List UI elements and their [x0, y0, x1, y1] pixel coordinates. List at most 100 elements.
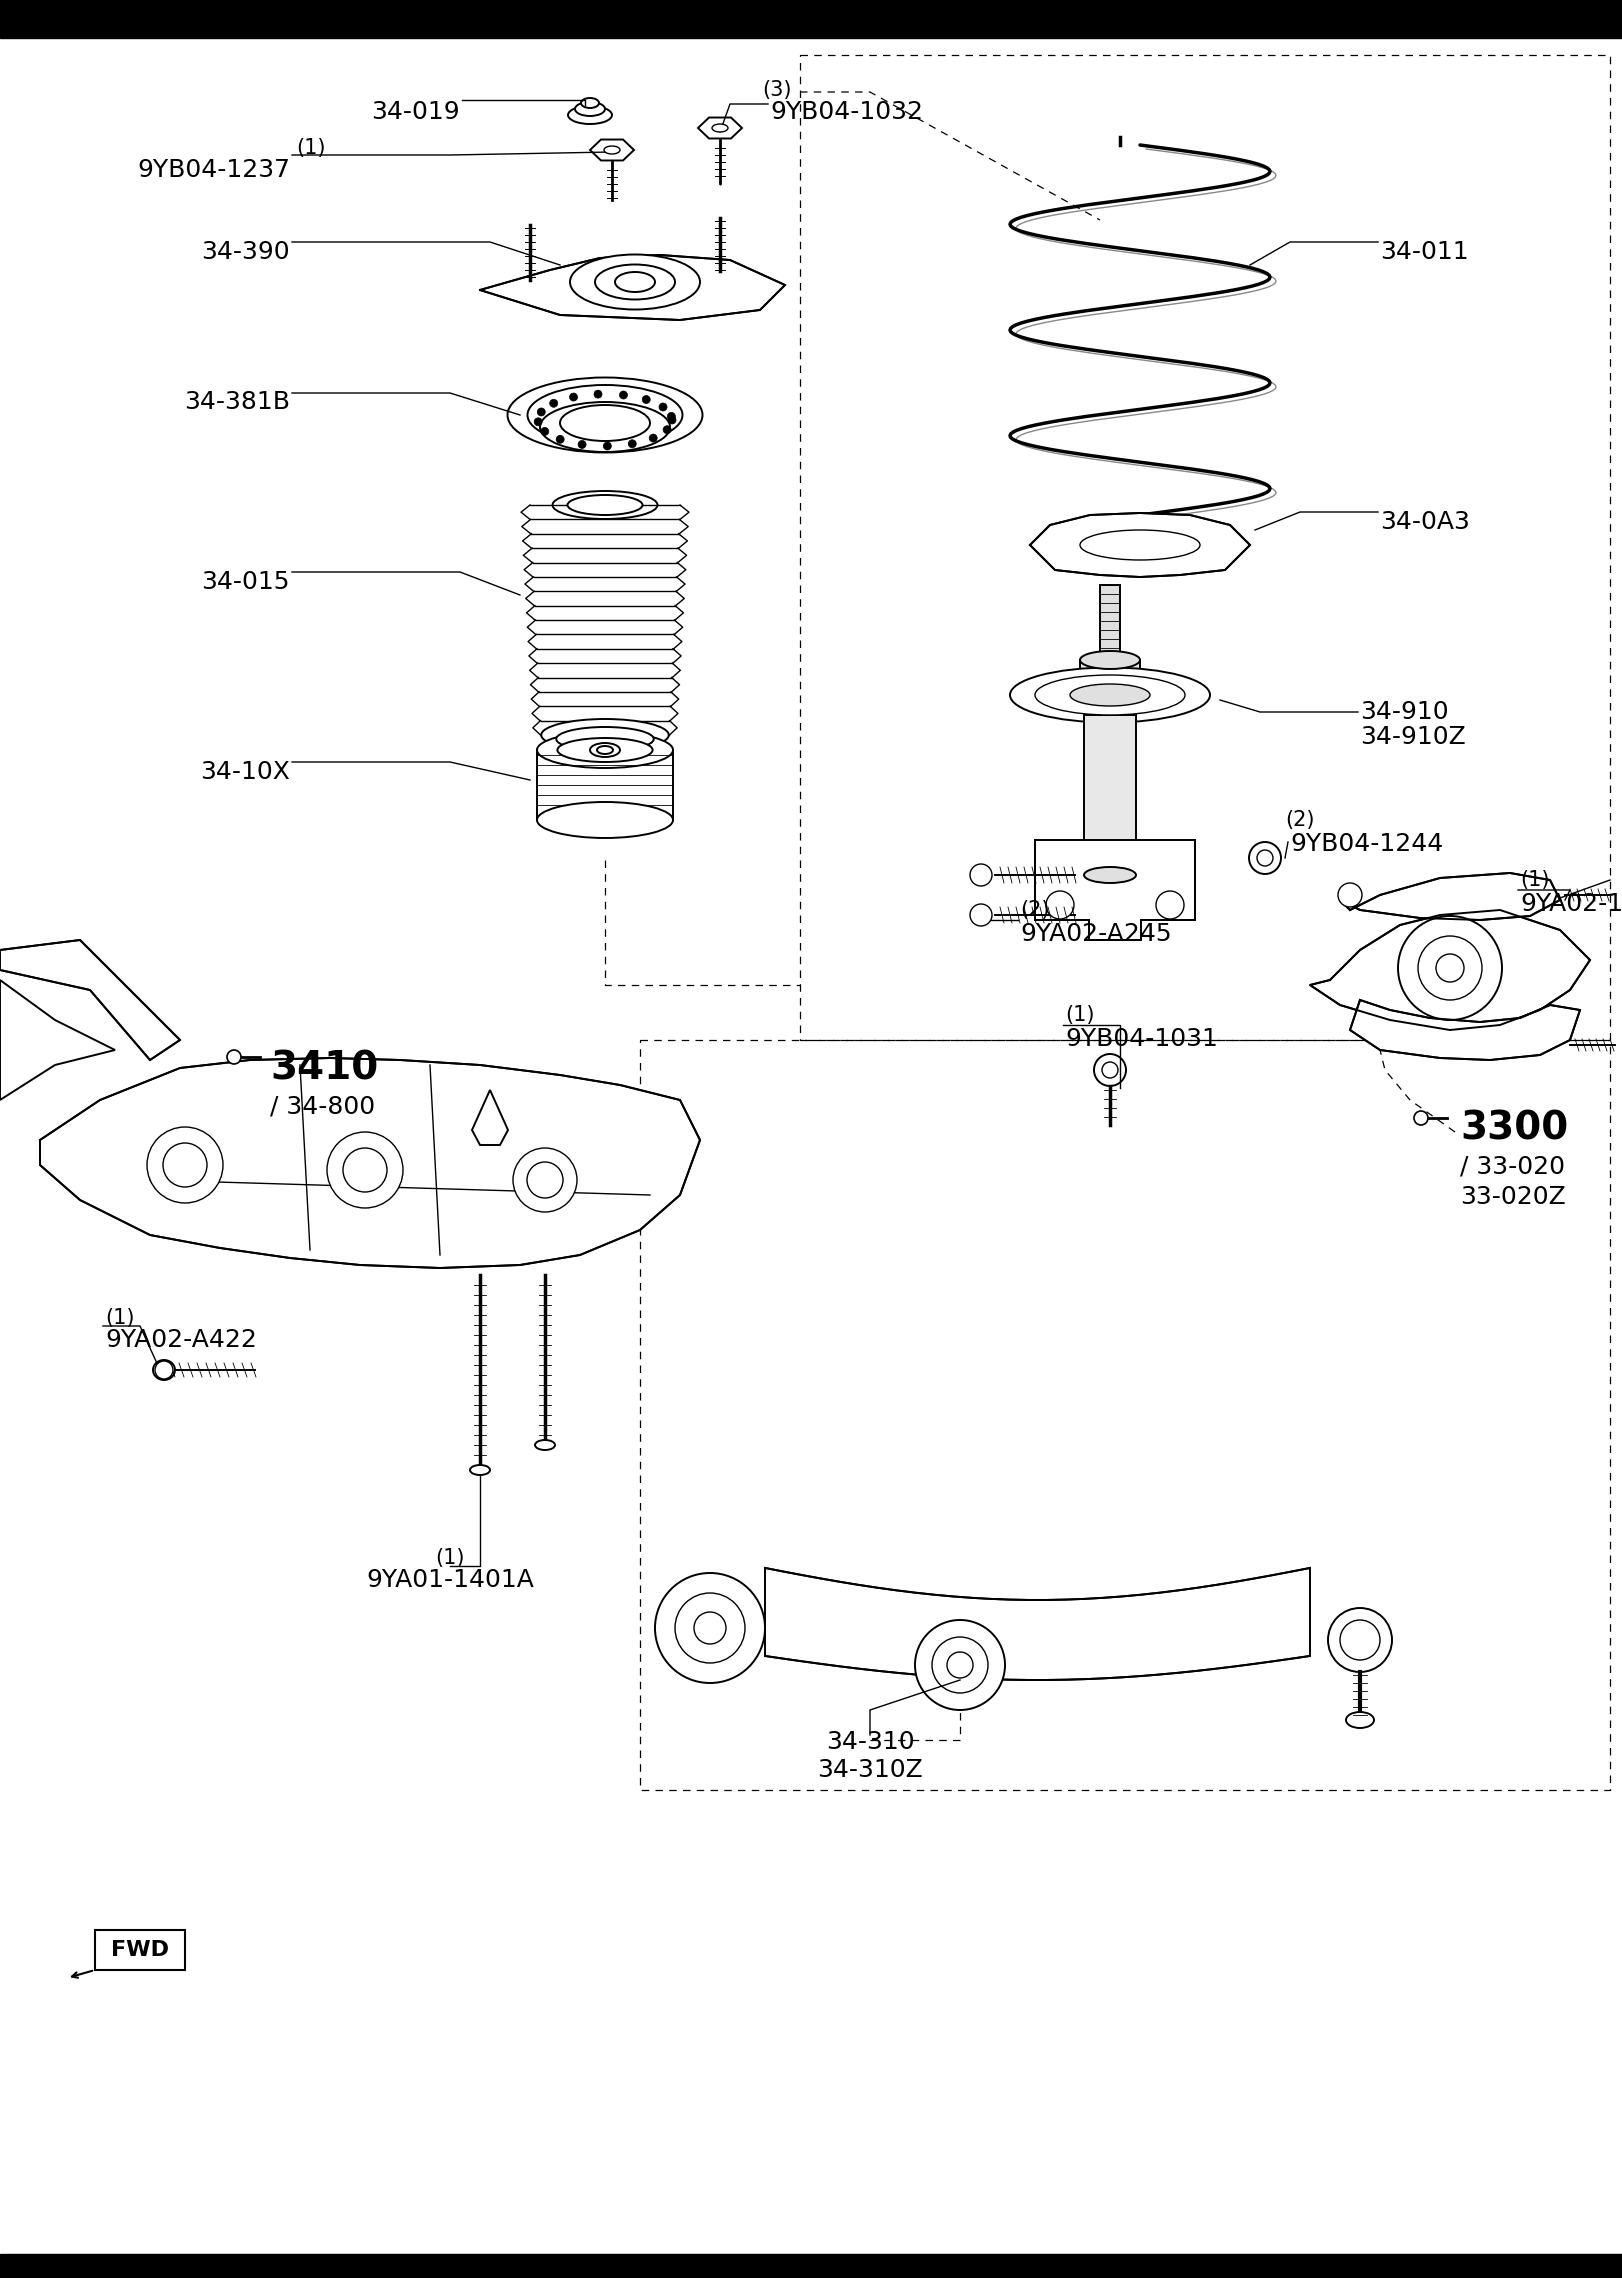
Ellipse shape	[595, 264, 675, 298]
Ellipse shape	[970, 863, 993, 886]
Circle shape	[1340, 1620, 1380, 1661]
Ellipse shape	[1035, 674, 1186, 715]
Polygon shape	[0, 980, 115, 1100]
Ellipse shape	[970, 904, 993, 925]
Ellipse shape	[508, 378, 702, 453]
Ellipse shape	[527, 385, 683, 444]
Circle shape	[342, 1148, 388, 1191]
Text: 9YB04-1244: 9YB04-1244	[1289, 831, 1444, 857]
Circle shape	[663, 426, 672, 433]
Text: (1): (1)	[105, 1308, 135, 1328]
Text: FWD: FWD	[110, 1941, 169, 1959]
Circle shape	[227, 1050, 242, 1064]
Ellipse shape	[542, 720, 668, 752]
Circle shape	[1093, 1055, 1126, 1087]
Circle shape	[328, 1132, 402, 1207]
Bar	[1100, 585, 1121, 661]
Ellipse shape	[568, 494, 642, 515]
Ellipse shape	[1071, 683, 1150, 706]
Polygon shape	[0, 941, 180, 1059]
Text: / 33-020: / 33-020	[1460, 1155, 1565, 1180]
Circle shape	[1418, 936, 1483, 1000]
Polygon shape	[41, 1057, 701, 1269]
Ellipse shape	[1080, 681, 1140, 699]
Circle shape	[1156, 891, 1184, 918]
Circle shape	[655, 1574, 766, 1683]
Text: (3): (3)	[762, 80, 792, 100]
Text: 9YA02-101H: 9YA02-101H	[1520, 893, 1622, 916]
Circle shape	[1338, 884, 1362, 907]
Circle shape	[156, 1360, 174, 1378]
Bar	[1080, 661, 1140, 690]
Polygon shape	[766, 1567, 1311, 1679]
Text: 34-0A3: 34-0A3	[1380, 510, 1470, 533]
Ellipse shape	[1083, 868, 1135, 884]
Circle shape	[1398, 916, 1502, 1021]
Circle shape	[1101, 1062, 1118, 1077]
Ellipse shape	[603, 146, 620, 155]
Ellipse shape	[560, 405, 650, 442]
Ellipse shape	[615, 271, 655, 292]
Ellipse shape	[1080, 531, 1200, 560]
Ellipse shape	[1346, 1713, 1374, 1729]
Circle shape	[649, 435, 657, 442]
Circle shape	[694, 1613, 727, 1645]
Ellipse shape	[568, 107, 611, 123]
Circle shape	[1435, 954, 1465, 982]
Circle shape	[550, 399, 558, 408]
Ellipse shape	[537, 802, 673, 838]
Circle shape	[1414, 1112, 1427, 1125]
Circle shape	[947, 1652, 973, 1679]
Polygon shape	[1311, 909, 1590, 1030]
Polygon shape	[590, 139, 634, 159]
Text: 34-390: 34-390	[201, 239, 290, 264]
Circle shape	[537, 408, 545, 417]
Ellipse shape	[470, 1465, 490, 1474]
Polygon shape	[472, 1089, 508, 1146]
Polygon shape	[1035, 841, 1195, 941]
Bar	[0, 0, 1622, 39]
Ellipse shape	[1011, 667, 1210, 722]
Text: (1): (1)	[435, 1549, 466, 1567]
Circle shape	[148, 1128, 222, 1203]
Circle shape	[556, 435, 564, 444]
Ellipse shape	[553, 492, 657, 519]
Circle shape	[675, 1592, 744, 1663]
Text: (1): (1)	[295, 139, 326, 157]
Circle shape	[1328, 1608, 1392, 1672]
Circle shape	[620, 392, 628, 399]
Circle shape	[594, 390, 602, 399]
Circle shape	[628, 440, 636, 449]
Ellipse shape	[581, 98, 599, 107]
Circle shape	[527, 1162, 563, 1198]
Text: 34-381B: 34-381B	[183, 390, 290, 415]
Polygon shape	[1350, 1000, 1580, 1059]
Polygon shape	[1340, 872, 1560, 920]
Text: 9YB04-1032: 9YB04-1032	[770, 100, 923, 123]
Text: 34-011: 34-011	[1380, 239, 1468, 264]
Text: 34-310Z: 34-310Z	[817, 1759, 923, 1781]
Text: 3410: 3410	[269, 1050, 378, 1089]
Text: (1): (1)	[1066, 1005, 1095, 1025]
Circle shape	[1046, 891, 1074, 918]
Text: / 34-800: / 34-800	[269, 1096, 375, 1118]
Circle shape	[162, 1144, 208, 1187]
Text: 9YB04-1031: 9YB04-1031	[1066, 1027, 1218, 1050]
Text: 3300: 3300	[1460, 1109, 1568, 1148]
Ellipse shape	[569, 255, 701, 310]
Bar	[1083, 715, 1135, 875]
Text: 9YB04-1237: 9YB04-1237	[136, 157, 290, 182]
Ellipse shape	[537, 731, 673, 768]
Text: 9YA02-A422: 9YA02-A422	[105, 1328, 256, 1353]
Ellipse shape	[712, 123, 728, 132]
Ellipse shape	[1080, 652, 1140, 670]
Circle shape	[534, 417, 542, 426]
Text: 9YA01-1401A: 9YA01-1401A	[367, 1567, 534, 1592]
Text: (2): (2)	[1020, 900, 1049, 920]
Polygon shape	[697, 118, 741, 139]
Text: 34-310: 34-310	[826, 1729, 915, 1754]
Circle shape	[577, 440, 586, 449]
Circle shape	[569, 394, 577, 401]
Text: 34-019: 34-019	[371, 100, 461, 123]
Text: 34-015: 34-015	[201, 570, 290, 595]
